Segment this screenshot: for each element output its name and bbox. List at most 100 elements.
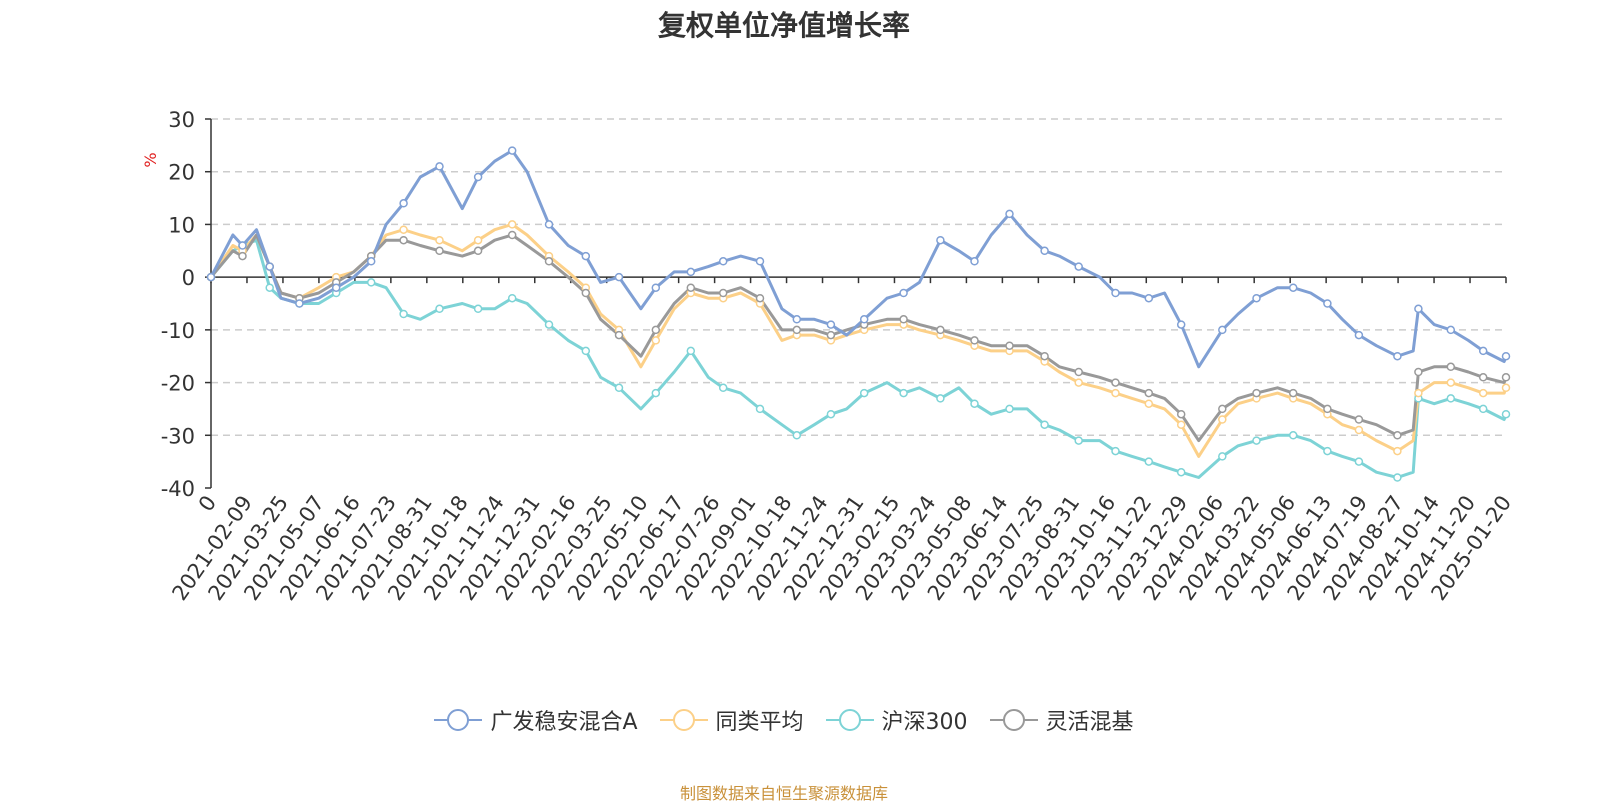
data-point [1501,409,1511,419]
data-point [1218,415,1227,424]
data-point [507,146,517,155]
data-point [238,241,247,250]
data-point [1414,367,1423,377]
data-point [399,309,408,319]
data-point [206,272,216,282]
data-point [1393,446,1402,456]
data-point [1176,420,1186,429]
data-point [1176,320,1186,329]
data-point [544,257,554,266]
data-point [544,220,554,229]
data-point [1446,378,1456,387]
data-point [686,346,696,356]
data-point [1218,452,1227,461]
data-point [1040,246,1049,256]
data-point [936,235,945,245]
data-point [507,230,517,240]
data-point [1446,394,1456,403]
data-point [1354,425,1364,435]
data-point [1144,293,1154,303]
data-point [651,283,661,292]
legend-item-peer-average[interactable]: 同类平均 [659,704,804,736]
data-point [473,304,483,314]
data-point [1354,330,1364,340]
data-point [399,225,408,234]
data-point [1354,457,1364,466]
data-point [1074,378,1083,387]
data-point [651,325,661,335]
legend-item-flexible-mixed[interactable]: 灵活混基 [989,704,1134,736]
data-point [899,288,908,298]
source-note: 制图数据来自恒生聚源数据库 [679,784,888,803]
data-point [1501,351,1511,361]
y-tick-label: 30 [168,108,195,132]
series-markers [206,146,1511,482]
y-tick-label: -20 [161,372,195,396]
series-line [209,149,1508,369]
data-point [970,257,979,266]
data-point [936,325,945,335]
data-point [755,404,765,414]
data-point [1040,351,1049,361]
data-point [899,388,908,398]
data-point [1478,346,1488,356]
data-point [826,330,836,340]
data-point [718,288,728,298]
data-point [1478,404,1488,414]
data-point [1323,404,1332,414]
chart-title: 复权单位净值增长率 [657,9,910,42]
data-point [435,304,444,314]
data-point [399,235,408,245]
data-point [1393,473,1402,482]
data-point [1288,388,1298,398]
data-point [1414,304,1423,314]
data-point [473,172,483,182]
data-point [792,315,802,324]
data-point [970,399,979,408]
y-axis-unit-label: % [141,152,160,167]
series-line [209,222,1508,458]
data-point [544,320,554,329]
axes: 3020100-10-20-30-4002021-02-092021-03-25… [161,108,1516,605]
data-point [399,199,408,208]
data-point [718,257,728,266]
legend-item-fund[interactable]: 广发稳安混合A [434,704,638,736]
data-point [581,288,591,298]
legend-label: 广发稳安混合A [490,710,638,735]
legend-marker-icon [659,709,708,731]
data-point [331,283,341,292]
legend-item-csi300[interactable]: 沪深300 [825,704,968,736]
legend-marker-icon [989,709,1038,731]
data-point [1501,383,1511,393]
data-point [1478,373,1488,382]
legend-marker-icon [825,709,874,731]
data-point [859,388,869,398]
data-point [265,262,274,271]
data-point [718,383,728,393]
data-point [507,293,517,303]
data-point [826,320,836,329]
data-point [1074,436,1083,445]
data-point [614,272,624,282]
data-point [1111,388,1120,398]
data-point [366,278,376,287]
legend-label: 沪深300 [881,710,968,735]
data-point [792,325,802,335]
data-point [366,257,376,266]
data-point [1252,388,1261,398]
data-point [1074,367,1083,377]
legend-label: 同类平均 [715,710,804,735]
y-tick-label: -10 [161,319,195,343]
data-point [1501,373,1511,382]
data-point [1074,262,1083,271]
data-point [1446,325,1456,335]
data-point [1446,362,1456,372]
data-point [936,394,945,403]
data-point [581,346,591,356]
data-point [435,162,444,171]
data-point [1111,378,1120,387]
data-point [614,330,624,340]
data-point [1393,351,1402,361]
data-point [755,257,765,266]
data-point [1323,299,1332,308]
